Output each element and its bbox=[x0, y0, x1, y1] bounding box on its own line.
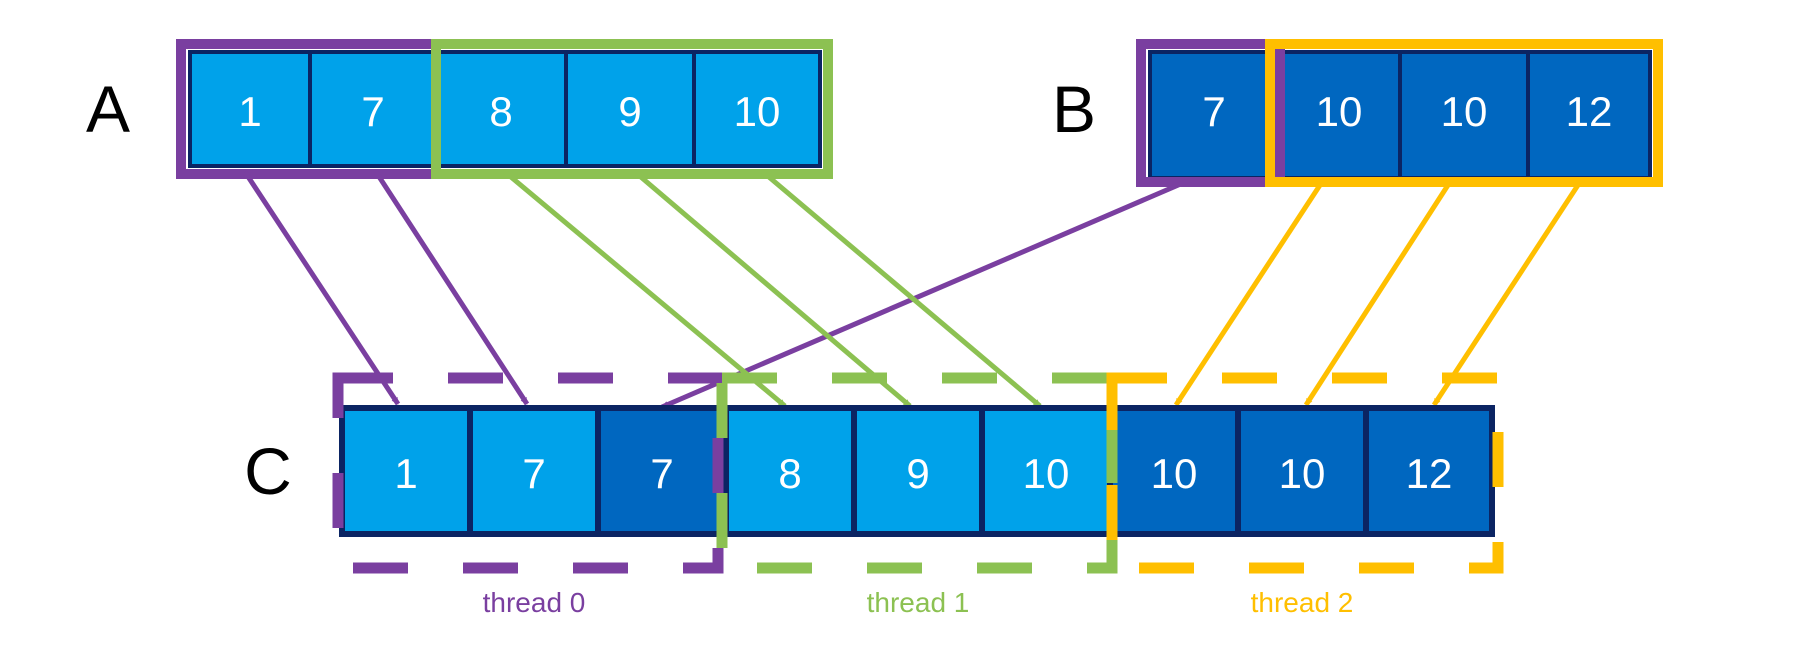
cell-value: 12 bbox=[1406, 450, 1453, 497]
thread2-partition bbox=[1106, 372, 1504, 574]
cell-value: 8 bbox=[489, 88, 512, 135]
cell-value: 8 bbox=[778, 450, 801, 497]
arrow-a0-to-c0 bbox=[242, 170, 401, 406]
array-c: 1 7 7 8 9 10 10 10 bbox=[339, 405, 1495, 537]
array-a: 1 7 8 9 10 bbox=[188, 50, 822, 168]
array-b-cell: 12 bbox=[1526, 50, 1652, 180]
array-b-thread2-group bbox=[1265, 39, 1663, 187]
thread0-label: thread 0 bbox=[483, 587, 586, 618]
cell-value: 7 bbox=[361, 88, 384, 135]
array-c-cell: 10 bbox=[1235, 405, 1369, 537]
mapping-arrows bbox=[242, 170, 1583, 410]
arrow-a4-to-c5 bbox=[761, 170, 1042, 408]
arrow-a1-to-c1 bbox=[373, 170, 530, 406]
cell-value: 7 bbox=[1202, 88, 1225, 135]
arrow-a3-to-c4 bbox=[633, 170, 912, 408]
array-a-cell: 9 bbox=[564, 50, 696, 168]
cell-value: 10 bbox=[1151, 450, 1198, 497]
array-b-cell: 7 bbox=[1148, 50, 1280, 180]
thread1-label: thread 1 bbox=[867, 587, 970, 618]
array-c-cell: 10 bbox=[979, 405, 1113, 537]
cell-value: 9 bbox=[618, 88, 641, 135]
arrow-b3-to-c8 bbox=[1431, 180, 1583, 407]
array-a-cell: 7 bbox=[308, 50, 438, 168]
array-c-cell: 8 bbox=[723, 405, 857, 537]
arrow-a2-to-c3 bbox=[503, 170, 787, 408]
thread2-label: thread 2 bbox=[1251, 587, 1354, 618]
array-c-cell: 12 bbox=[1363, 405, 1495, 537]
array-c-cell: 1 bbox=[339, 405, 473, 537]
array-c-cell: 7 bbox=[595, 405, 729, 537]
cell-value: 10 bbox=[734, 88, 781, 135]
cell-value: 1 bbox=[238, 88, 261, 135]
array-a-cell: 1 bbox=[188, 50, 312, 168]
arrow-b1-to-c6 bbox=[1173, 180, 1325, 407]
cell-value: 10 bbox=[1441, 88, 1488, 135]
array-b-cell: 10 bbox=[1398, 50, 1530, 180]
array-a-label: A bbox=[86, 72, 130, 146]
thread1-partition bbox=[716, 372, 1118, 574]
cell-value: 10 bbox=[1023, 450, 1070, 497]
cell-value: 7 bbox=[650, 450, 673, 497]
array-c-cell: 10 bbox=[1107, 405, 1241, 537]
array-c-cell: 7 bbox=[467, 405, 601, 537]
array-b-thread0-group bbox=[1136, 39, 1285, 187]
array-a-thread1-group bbox=[431, 39, 833, 179]
cell-value: 10 bbox=[1279, 450, 1326, 497]
array-a-cell: 8 bbox=[434, 50, 568, 168]
thread0-partition bbox=[332, 372, 724, 574]
cell-value: 10 bbox=[1316, 88, 1363, 135]
cell-value: 12 bbox=[1566, 88, 1613, 135]
array-b-cell: 10 bbox=[1276, 50, 1402, 180]
cell-value: 9 bbox=[906, 450, 929, 497]
array-c-cell: 9 bbox=[851, 405, 985, 537]
array-a-cell: 10 bbox=[692, 50, 822, 168]
arrow-b2-to-c7 bbox=[1303, 180, 1453, 407]
cell-value: 7 bbox=[522, 450, 545, 497]
cell-value: 1 bbox=[394, 450, 417, 497]
array-c-label: C bbox=[244, 434, 292, 508]
arrow-b0-to-c2 bbox=[661, 177, 1191, 410]
array-b-label: B bbox=[1052, 72, 1096, 146]
array-b: 7 10 10 12 bbox=[1148, 50, 1652, 180]
